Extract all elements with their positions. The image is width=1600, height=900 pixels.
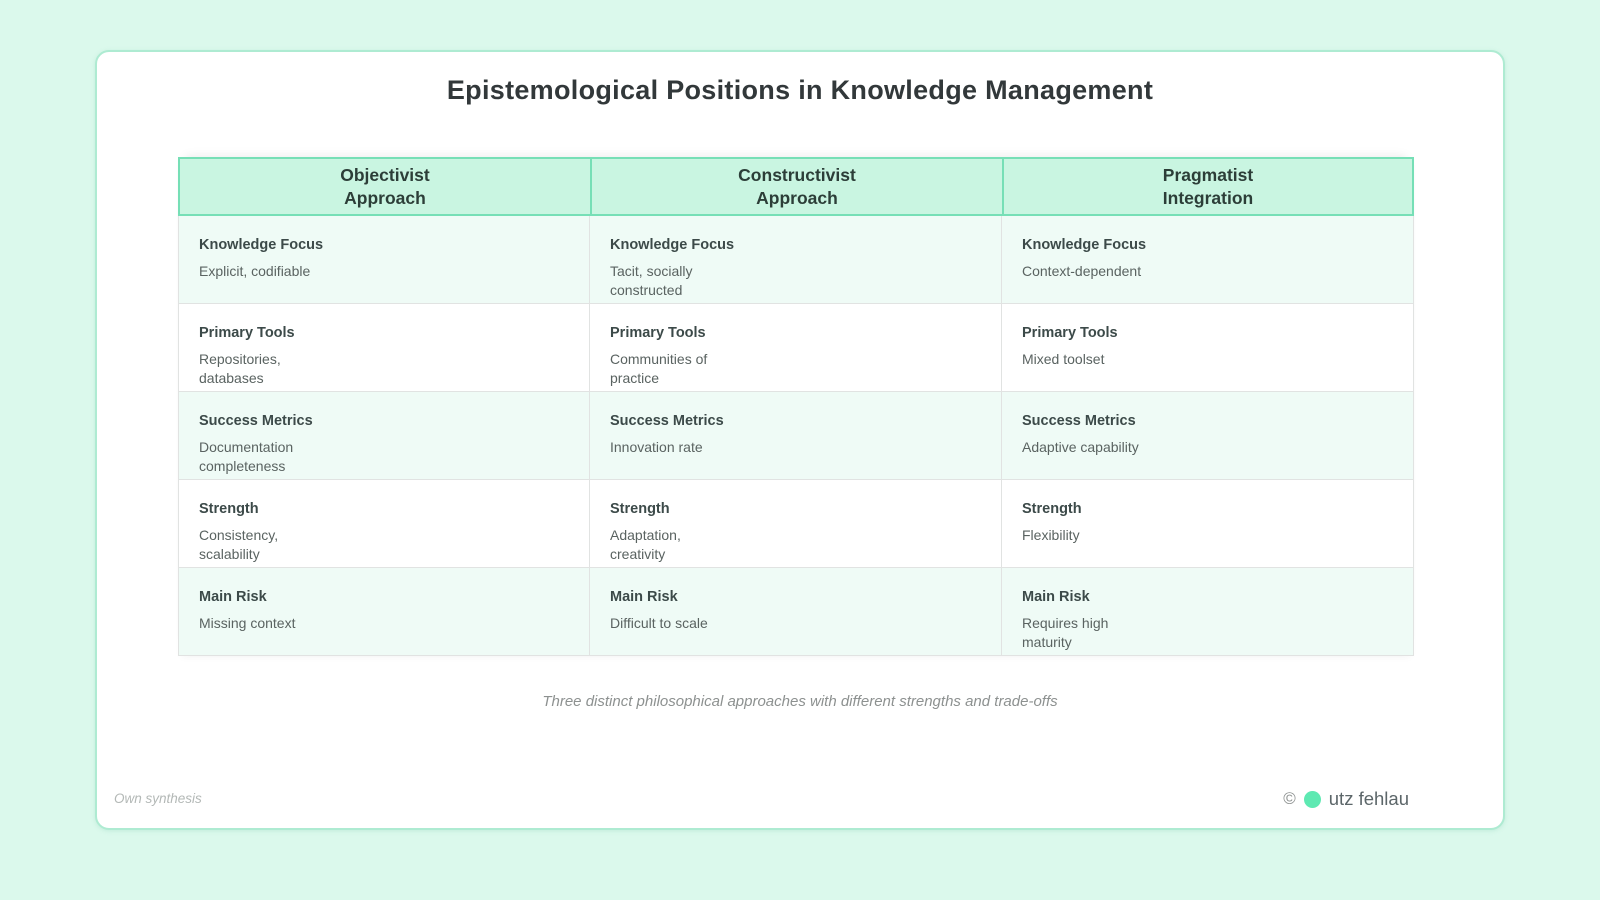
column-header-line2: Approach — [344, 187, 426, 208]
column-header-line1: Pragmatist — [1162, 164, 1254, 185]
column-header-line1: Constructivist — [738, 164, 856, 185]
comparison-table: Objectivist Approach Constructivist Appr… — [178, 157, 1414, 656]
column-header-line2: Approach — [756, 187, 838, 208]
cell-value: Documentation completeness — [199, 439, 294, 474]
cell-knowledge-focus-pragmatist: Knowledge Focus Context-dependent — [1002, 216, 1414, 304]
infographic-card: Epistemological Positions in Knowledge M… — [95, 50, 1505, 830]
cell-label: Knowledge Focus — [1022, 237, 1147, 253]
cell-value: Mixed toolset — [1022, 351, 1105, 367]
author-credit: © utz fehlau — [1283, 788, 1409, 810]
cell-primary-tools-objectivist: Primary Tools Repositories, databases — [178, 304, 590, 392]
cell-label: Strength — [199, 501, 259, 517]
cell-label: Success Metrics — [199, 413, 313, 429]
cell-label: Success Metrics — [1022, 413, 1136, 429]
cell-label: Knowledge Focus — [199, 237, 324, 253]
cell-main-risk-pragmatist: Main Risk Requires high maturity — [1002, 568, 1414, 656]
cell-primary-tools-constructivist: Primary Tools Communities of practice — [590, 304, 1002, 392]
cell-label: Primary Tools — [1022, 325, 1118, 341]
cell-value: Tacit, socially constructed — [610, 263, 693, 298]
cell-value: Innovation rate — [610, 439, 703, 455]
cell-value: Adaptive capability — [1022, 439, 1139, 455]
cell-strength-pragmatist: Strength Flexibility — [1002, 480, 1414, 568]
cell-value: Flexibility — [1022, 527, 1080, 543]
cell-label: Knowledge Focus — [610, 237, 735, 253]
cell-knowledge-focus-objectivist: Knowledge Focus Explicit, codifiable — [178, 216, 590, 304]
cell-label: Primary Tools — [199, 325, 295, 341]
cell-success-metrics-objectivist: Success Metrics Documentation completene… — [178, 392, 590, 480]
cell-label: Main Risk — [199, 589, 267, 605]
column-header-line1: Objectivist — [340, 164, 430, 185]
source-note: Own synthesis — [114, 791, 202, 806]
column-header-line2: Integration — [1162, 187, 1254, 208]
cell-label: Main Risk — [610, 589, 678, 605]
cell-main-risk-objectivist: Main Risk Missing context — [178, 568, 590, 656]
column-header-pragmatist: Pragmatist Integration — [1002, 157, 1414, 216]
column-header-constructivist: Constructivist Approach — [590, 157, 1002, 216]
column-header-objectivist: Objectivist Approach — [178, 157, 590, 216]
cell-label: Main Risk — [1022, 589, 1090, 605]
cell-label: Strength — [610, 501, 670, 517]
cell-value: Context-dependent — [1022, 263, 1142, 279]
cell-strength-constructivist: Strength Adaptation, creativity — [590, 480, 1002, 568]
cell-primary-tools-pragmatist: Primary Tools Mixed toolset — [1002, 304, 1414, 392]
cell-label: Primary Tools — [610, 325, 706, 341]
cell-label: Strength — [1022, 501, 1082, 517]
cell-value: Adaptation, creativity — [610, 527, 681, 562]
cell-success-metrics-pragmatist: Success Metrics Adaptive capability — [1002, 392, 1414, 480]
cell-strength-objectivist: Strength Consistency, scalability — [178, 480, 590, 568]
cell-value: Missing context — [199, 615, 296, 631]
brand-dot-icon — [1303, 790, 1321, 808]
page-title: Epistemological Positions in Knowledge M… — [446, 75, 1154, 105]
cell-value: Consistency, scalability — [199, 527, 279, 562]
cell-label: Success Metrics — [610, 413, 724, 429]
cell-success-metrics-constructivist: Success Metrics Innovation rate — [590, 392, 1002, 480]
table-caption: Three distinct philosophical approaches … — [542, 693, 1058, 710]
copyright-symbol: © — [1283, 789, 1296, 808]
author-name: utz fehlau — [1328, 788, 1409, 809]
cell-value: Explicit, codifiable — [199, 263, 311, 279]
cell-value: Requires high maturity — [1022, 615, 1109, 650]
cell-value: Difficult to scale — [610, 615, 708, 631]
cell-main-risk-constructivist: Main Risk Difficult to scale — [590, 568, 1002, 656]
cell-knowledge-focus-constructivist: Knowledge Focus Tacit, socially construc… — [590, 216, 1002, 304]
cell-value: Repositories, databases — [199, 351, 281, 386]
cell-value: Communities of practice — [610, 351, 708, 386]
